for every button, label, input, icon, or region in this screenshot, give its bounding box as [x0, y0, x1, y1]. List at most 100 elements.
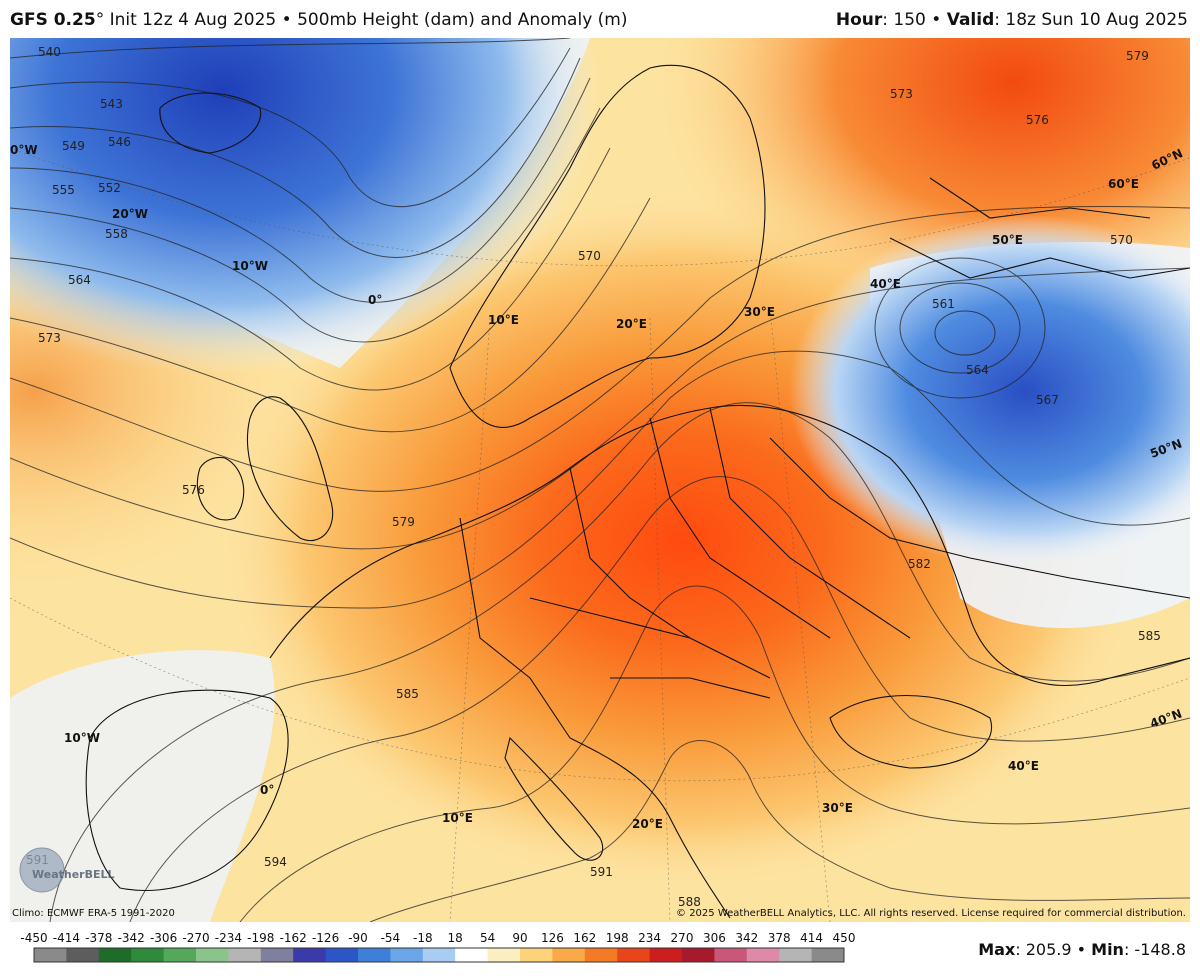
contour-line: [239, 585, 1190, 922]
graticule-line: [10, 597, 1190, 782]
legend-tick-label: -90: [348, 931, 368, 945]
graticule: [10, 147, 1190, 922]
legend-tick-label: 162: [573, 931, 596, 945]
contour-label: 573: [890, 87, 913, 101]
legend-tick-label: -414: [53, 931, 80, 945]
contour-line: [369, 740, 1190, 922]
contour-low-east: [874, 257, 1046, 399]
legend-tick-label: 306: [703, 931, 726, 945]
coord-label: 10°W: [64, 731, 100, 745]
legend-color-box: [98, 948, 132, 962]
coord-label: 10°E: [488, 313, 519, 327]
coord-label: 50°E: [992, 233, 1023, 247]
legend-tick-label: 270: [671, 931, 694, 945]
contour-label: 561: [932, 297, 955, 311]
legend-tick-label: -378: [85, 931, 112, 945]
separator: •: [276, 10, 298, 30]
contour-label: 585: [1138, 629, 1161, 643]
separator: •: [1071, 940, 1092, 959]
legend-tick-label: -18: [413, 931, 433, 945]
contour-line: [10, 38, 571, 59]
coord-label: 30°E: [744, 305, 775, 319]
valid-value: : 18z Sun 10 Aug 2025: [994, 10, 1188, 30]
contour-label: 540: [38, 45, 61, 59]
coord-label: 20°W: [112, 207, 148, 221]
contour-label: 588: [678, 895, 701, 909]
contour-label: 558: [105, 227, 128, 241]
contour-label: 576: [182, 483, 205, 497]
coastline-italy: [504, 736, 604, 861]
legend-tick-label: -342: [118, 931, 145, 945]
legend-color-box: [779, 948, 813, 962]
height-contours: [10, 38, 1190, 922]
contour-line: [10, 57, 581, 258]
legend-color-box: [455, 948, 489, 962]
legend-color-box: [584, 948, 618, 962]
climo-note: Climo: ECMWF ERA-5 1991-2020: [12, 908, 175, 919]
contour-line: [10, 267, 1190, 550]
coastline-iberia: [85, 689, 289, 891]
legend-color-box: [682, 948, 715, 962]
legend-tick-label: 414: [800, 931, 823, 945]
legend-color-box: [260, 948, 294, 962]
contour-label: 552: [98, 181, 121, 195]
contour-label: 585: [396, 687, 419, 701]
legend-color-box: [617, 948, 651, 962]
hour-value: : 150: [882, 10, 926, 30]
legend-color-box: [714, 948, 748, 962]
contour-label: 546: [108, 135, 131, 149]
legend-color-box: [811, 948, 845, 962]
legend-color-box: [649, 948, 683, 962]
border-line: [929, 177, 1151, 219]
coastline-blacksea: [829, 694, 993, 769]
legend-color-box: [520, 948, 553, 962]
coastline-iceland: [159, 92, 262, 154]
border-line: [569, 467, 771, 679]
coord-label: 0°: [368, 293, 382, 307]
legend-color-box: [325, 948, 359, 962]
coastline-ireland: [196, 456, 245, 521]
legend-tick-label: 18: [448, 931, 463, 945]
coastline-britain: [246, 396, 334, 542]
legend-color-box: [422, 948, 456, 962]
border-line: [529, 597, 691, 639]
legend-tick-label: 198: [606, 931, 629, 945]
border-line: [709, 407, 911, 639]
weather-map: 540 543 546 549 552 555 558 564 573 576 …: [10, 38, 1190, 922]
copyright-note: © 2025 WeatherBELL Analytics, LLC. All r…: [676, 908, 1186, 919]
contour-line: [49, 402, 1190, 922]
product-name: 500mb Height (dam) and Anomaly (m): [297, 10, 628, 30]
legend-bar: [33, 947, 845, 963]
border-line: [649, 417, 831, 639]
contour-line: [129, 476, 1190, 922]
legend-color-box: [163, 948, 197, 962]
min-value: : -148.8: [1123, 940, 1186, 959]
coord-label: 0°: [260, 783, 274, 797]
graticule-line: [649, 317, 671, 922]
legend-color-box: [487, 948, 521, 962]
coord-label: 10°W: [232, 259, 268, 273]
coord-label: 20°E: [616, 317, 647, 331]
legend-tick-label: 54: [480, 931, 495, 945]
coastline-mainland: [269, 404, 1190, 686]
contour-label: 549: [62, 139, 85, 153]
legend-tick-label: -234: [215, 931, 242, 945]
contour-label: 594: [264, 855, 287, 869]
country-borders: [85, 64, 1190, 919]
border-line: [610, 677, 771, 699]
title-right: Hour: 150 • Valid: 18z Sun 10 Aug 2025: [836, 10, 1188, 30]
contour-low-east: [899, 282, 1021, 374]
watermark-text: WeatherBELL: [32, 868, 115, 881]
title-left: GFS 0.25° Init 12z 4 Aug 2025 • 500mb He…: [10, 10, 627, 30]
min-label: Min: [1091, 940, 1124, 959]
color-legend: -450 -414 -378 -342 -306 -270 -234 -198 -162 -126…: [20, 931, 855, 963]
legend-color-box: [390, 948, 424, 962]
legend-color-box: [131, 948, 165, 962]
contour-line: [10, 107, 601, 343]
watermark-logo: WeatherBELL: [19, 847, 115, 893]
contour-label: 564: [966, 363, 989, 377]
legend-tick-label: 126: [541, 931, 564, 945]
legend-ticks: -450 -414 -378 -342 -306 -270 -234 -198 -162 -126…: [20, 931, 855, 945]
legend-tick-label: -126: [312, 931, 339, 945]
cool-area-iberia: [10, 650, 275, 922]
